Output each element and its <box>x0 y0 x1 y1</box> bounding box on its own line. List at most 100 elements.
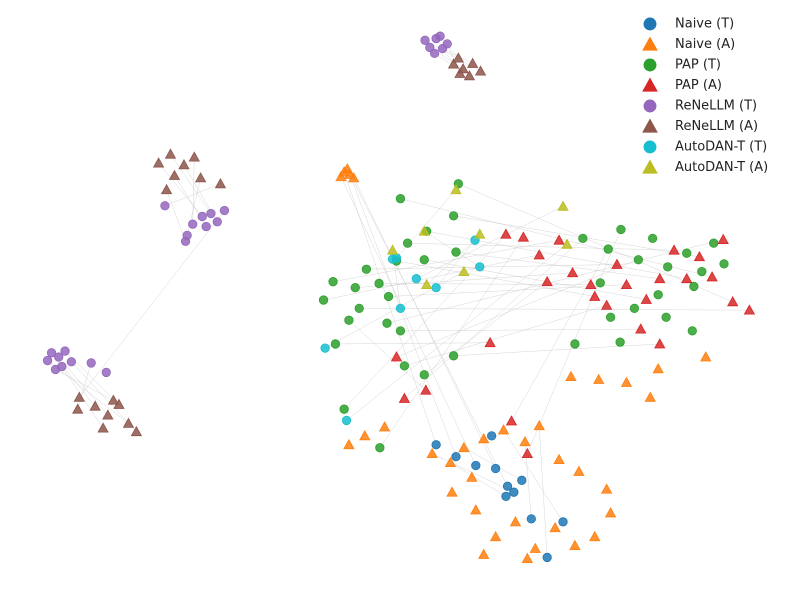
point <box>350 282 360 293</box>
link <box>325 271 465 349</box>
legend-label: PAP (T) <box>675 58 721 73</box>
point <box>743 304 756 315</box>
point <box>101 367 111 378</box>
point <box>593 373 605 384</box>
point <box>318 295 329 305</box>
link <box>335 342 491 345</box>
point <box>420 384 432 395</box>
point <box>565 370 577 381</box>
point <box>206 208 216 219</box>
point <box>529 542 541 553</box>
point <box>647 233 658 244</box>
link <box>453 215 700 258</box>
point <box>339 404 349 414</box>
link <box>333 239 560 282</box>
point <box>471 460 481 471</box>
link <box>416 206 564 279</box>
point <box>505 415 518 426</box>
point <box>168 169 181 180</box>
point <box>359 430 371 441</box>
point <box>102 409 114 420</box>
point <box>344 315 354 325</box>
legend-label: AutoDAN-T (T) <box>675 140 767 155</box>
legend-label: ReNeLLM (T) <box>675 99 757 114</box>
point <box>687 326 697 336</box>
point <box>501 491 511 501</box>
link <box>404 305 607 367</box>
point <box>435 31 445 41</box>
point <box>600 483 613 494</box>
point <box>633 255 644 265</box>
point <box>431 440 441 450</box>
link <box>164 183 221 207</box>
link <box>379 237 524 448</box>
point <box>629 303 640 314</box>
point <box>484 336 496 348</box>
point <box>600 299 613 310</box>
point <box>219 205 230 216</box>
point <box>517 475 527 485</box>
point <box>50 364 61 375</box>
link <box>55 369 114 401</box>
point <box>589 530 601 542</box>
link <box>463 447 522 481</box>
point <box>497 424 510 435</box>
link <box>346 244 568 421</box>
point <box>533 419 545 431</box>
link <box>426 239 476 285</box>
point <box>395 326 406 336</box>
link <box>359 308 750 311</box>
point <box>474 65 487 76</box>
point <box>589 290 601 301</box>
link <box>453 343 660 357</box>
point <box>635 323 647 334</box>
point <box>420 35 430 45</box>
point <box>383 291 394 302</box>
point <box>402 238 413 248</box>
point <box>152 157 165 168</box>
point <box>500 228 512 239</box>
point <box>194 172 207 183</box>
point <box>335 170 347 182</box>
point <box>661 312 671 322</box>
point <box>375 443 385 453</box>
point <box>466 471 478 482</box>
point <box>654 272 666 284</box>
point <box>66 357 77 367</box>
link <box>503 429 564 522</box>
point <box>553 234 565 245</box>
point <box>533 249 545 260</box>
point <box>557 200 569 211</box>
link <box>455 251 660 279</box>
point <box>502 481 513 491</box>
point <box>578 233 588 244</box>
point <box>573 465 585 476</box>
point <box>341 163 354 174</box>
point <box>605 312 616 322</box>
point <box>615 337 625 347</box>
link <box>347 168 508 487</box>
link <box>192 157 195 225</box>
link <box>51 352 96 407</box>
point <box>214 178 227 189</box>
point <box>653 290 663 300</box>
point <box>521 552 534 564</box>
legend-marker <box>643 99 657 113</box>
point <box>73 391 85 402</box>
point <box>681 272 693 284</box>
point <box>390 351 403 362</box>
point <box>585 278 597 290</box>
link <box>77 362 92 410</box>
point <box>448 211 459 221</box>
point <box>164 148 177 159</box>
point <box>490 463 501 474</box>
point <box>447 58 460 69</box>
point <box>188 151 200 162</box>
point <box>553 453 565 464</box>
point <box>478 432 490 444</box>
point <box>616 224 626 235</box>
link <box>366 264 617 270</box>
point <box>478 548 490 559</box>
point <box>717 233 729 244</box>
